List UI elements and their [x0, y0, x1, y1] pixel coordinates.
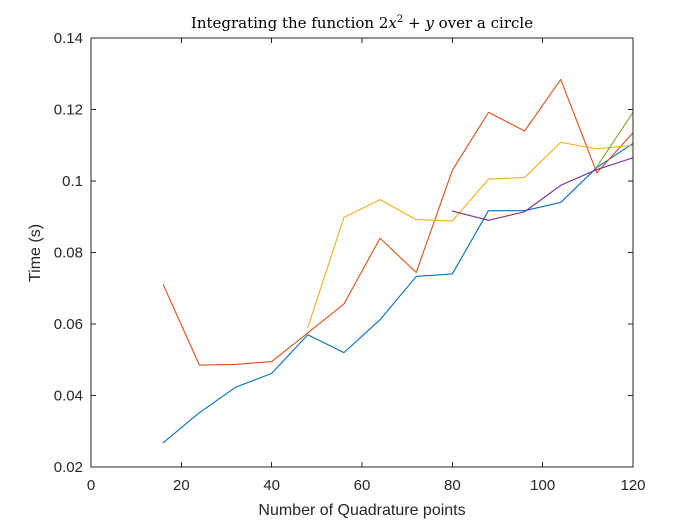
- y-tick-label: 0.14: [54, 30, 83, 47]
- title-suffix: over a circle: [434, 14, 533, 32]
- title-op: +: [403, 14, 425, 32]
- plot-background: [91, 38, 633, 467]
- title-coef: 2: [379, 14, 389, 32]
- x-tick-label: 60: [354, 477, 371, 494]
- x-tick-label: 80: [444, 477, 461, 494]
- y-tick-label: 0.02: [54, 459, 83, 476]
- series-line-2: [162, 78, 634, 366]
- series-layer: [162, 78, 634, 444]
- series-line-3: [307, 141, 634, 329]
- ticks-layer: 0 20 40 60 80 100 120 0.02 0.04 0.06 0.08 0.1 0.12 0.…: [54, 30, 646, 494]
- x-tick-label: 120: [620, 477, 645, 494]
- y-tick-label: 0.12: [54, 102, 83, 119]
- y-tick-label: 0.1: [62, 173, 83, 190]
- x-tick-label: 40: [263, 477, 280, 494]
- x-axis-label: Number of Quadrature points: [258, 502, 465, 519]
- title-var-x: x: [388, 14, 397, 32]
- series-line-4: [451, 157, 634, 221]
- series-line-1: [162, 142, 634, 444]
- plot-area: [91, 38, 633, 467]
- title-prefix: Integrating the function: [191, 14, 379, 32]
- x-tick-label: 20: [173, 477, 190, 494]
- x-tick-label: 100: [530, 477, 555, 494]
- title-var-y: y: [424, 14, 434, 32]
- y-tick-label: 0.08: [54, 245, 83, 262]
- x-tick-label: 0: [87, 477, 95, 494]
- y-tick-label: 0.06: [54, 316, 83, 333]
- title-exponent: 2: [397, 14, 403, 25]
- y-axis-label: Time (s): [27, 224, 44, 282]
- chart-title: Integrating the function 2x2 + y over a …: [191, 14, 533, 32]
- series-line-5: [596, 111, 634, 168]
- y-tick-label: 0.04: [54, 388, 83, 405]
